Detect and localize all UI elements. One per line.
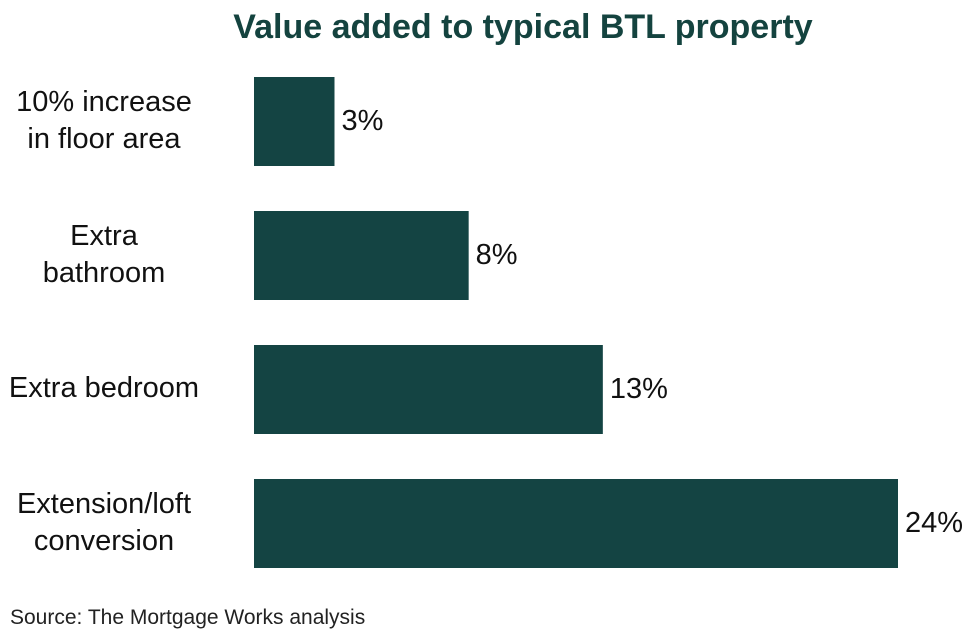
category-label-2: Extra bedroom [0,370,224,407]
category-label-line: 10% increase [16,85,192,118]
chart-title: Value added to typical BTL property [233,8,813,46]
category-label-line: bathroom [42,256,166,289]
category-label-line: conversion [33,524,175,557]
value-label-2: 13% [609,372,668,405]
bar-1 [254,211,469,300]
value-label-1: 8% [475,238,518,271]
category-label-line: in floor area [27,122,181,155]
source-note: Source: The Mortgage Works analysis [10,606,366,629]
bar-3 [254,479,898,568]
category-label-0: 10% increase in floor area [0,84,224,158]
category-label-line: Extension/loft [16,487,192,520]
bar-2 [254,345,603,434]
category-label-line: Extra [70,219,138,252]
category-label-line: Extra bedroom [8,372,200,404]
bar-0 [254,77,335,166]
category-label-1: Extra bathroom [0,218,224,292]
value-label-3: 24% [905,506,964,539]
value-label-0: 3% [341,104,384,137]
category-label-3: Extension/loft conversion [0,486,224,560]
